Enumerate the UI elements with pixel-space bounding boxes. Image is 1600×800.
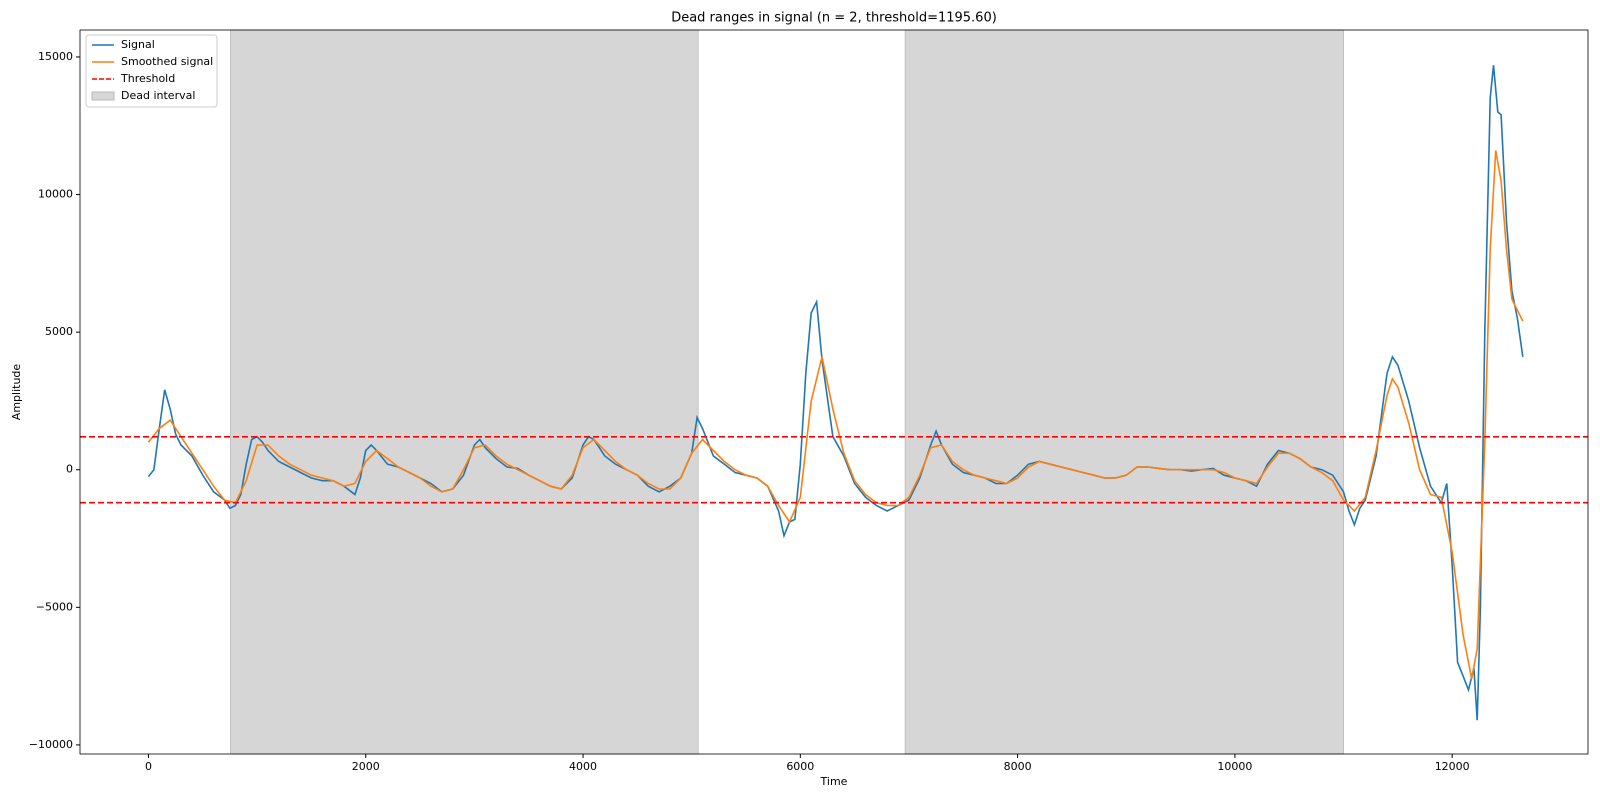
x-axis-label: Time [820, 775, 848, 788]
chart-title: Dead ranges in signal (n = 2, threshold=… [671, 11, 997, 26]
y-tick-label: 0 [66, 463, 73, 476]
legend-label: Threshold [120, 72, 175, 85]
legend-label: Signal [121, 38, 155, 51]
y-tick-label: −5000 [36, 600, 73, 613]
series-line [147, 150, 1524, 680]
x-tick-label: 4000 [569, 760, 597, 773]
legend-label: Smoothed signal [121, 55, 213, 68]
y-tick-label: −10000 [29, 738, 73, 751]
axes-frame [79, 29, 1589, 755]
x-tick-label: 8000 [1004, 760, 1032, 773]
y-tick-label: 5000 [45, 325, 73, 338]
x-tick-label: 0 [145, 760, 152, 773]
y-tick-label: 10000 [38, 188, 73, 201]
x-tick-label: 10000 [1217, 760, 1252, 773]
x-tick-label: 6000 [786, 760, 814, 773]
legend-box [85, 34, 218, 108]
legend-label: Dead interval [121, 89, 195, 102]
legend-swatch [91, 91, 115, 101]
dead-interval [230, 29, 699, 755]
y-axis-label: Amplitude [10, 364, 23, 421]
y-tick-label: 15000 [38, 50, 73, 63]
x-tick-label: 2000 [352, 760, 380, 773]
x-tick-label: 12000 [1435, 760, 1470, 773]
dead-interval [904, 29, 1344, 755]
